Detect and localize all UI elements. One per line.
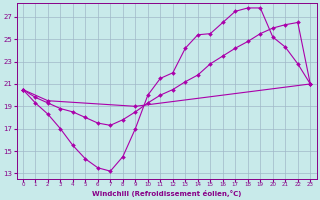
X-axis label: Windchill (Refroidissement éolien,°C): Windchill (Refroidissement éolien,°C)	[92, 190, 241, 197]
